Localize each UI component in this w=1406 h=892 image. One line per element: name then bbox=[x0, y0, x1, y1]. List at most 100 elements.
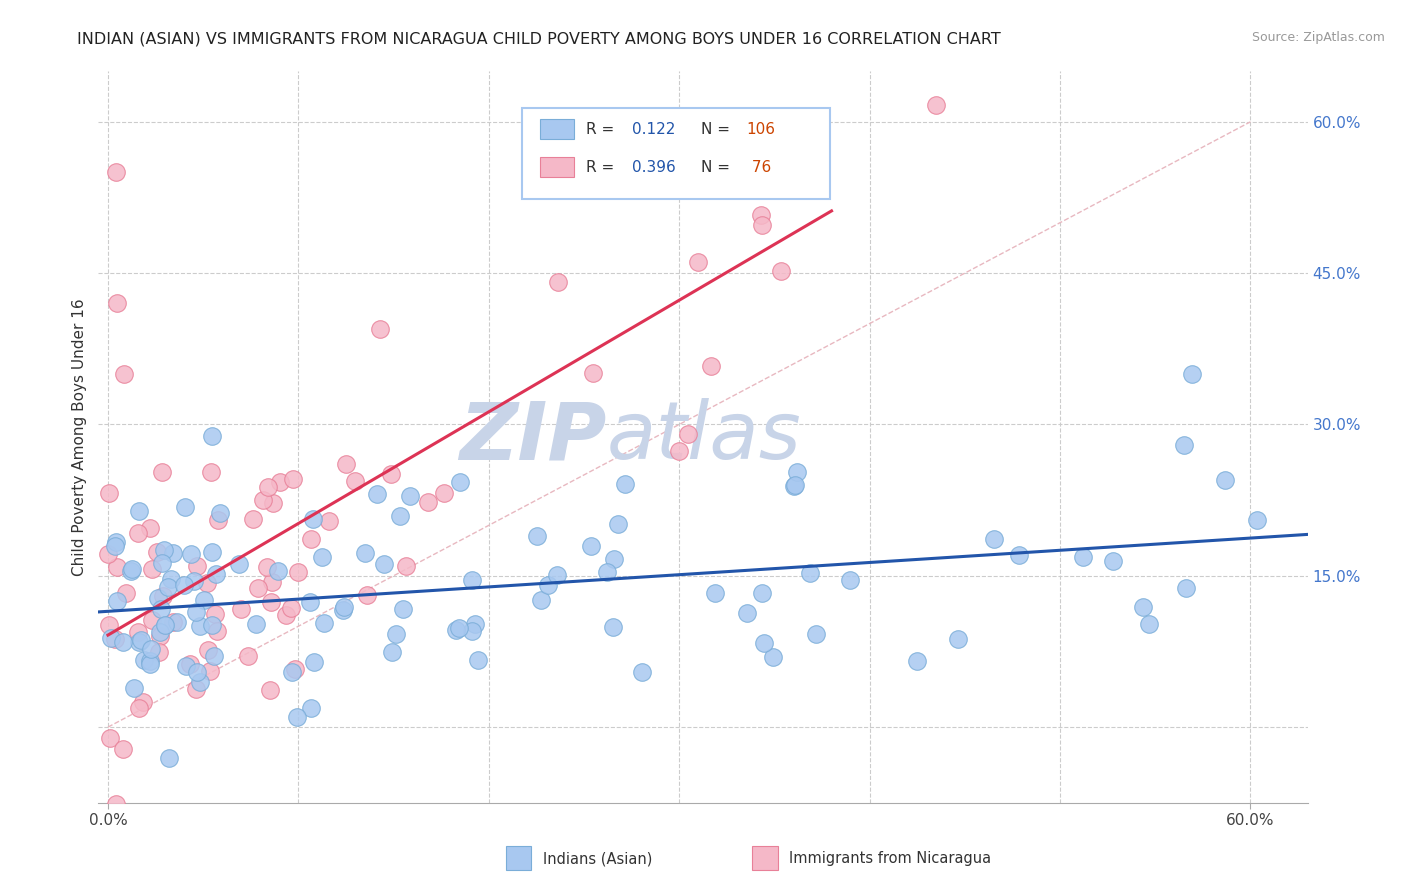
Text: N =: N = bbox=[700, 160, 734, 175]
Point bbox=[686, 255, 709, 269]
Point bbox=[152, 556, 174, 570]
Point bbox=[228, 558, 250, 572]
Point bbox=[302, 656, 325, 670]
Point bbox=[983, 533, 1005, 547]
Point bbox=[127, 526, 149, 541]
Point bbox=[201, 429, 224, 443]
Point bbox=[145, 545, 167, 559]
Point bbox=[166, 615, 188, 629]
Point bbox=[285, 710, 308, 724]
Y-axis label: Child Poverty Among Boys Under 16: Child Poverty Among Boys Under 16 bbox=[72, 298, 87, 576]
Point bbox=[112, 367, 135, 381]
Point bbox=[1071, 550, 1094, 565]
Point bbox=[162, 546, 184, 560]
Point bbox=[231, 602, 253, 616]
Point bbox=[1174, 581, 1197, 595]
Point bbox=[299, 532, 322, 546]
Point bbox=[201, 545, 224, 559]
Point bbox=[785, 477, 807, 491]
Point bbox=[180, 547, 202, 561]
Point bbox=[97, 547, 120, 561]
Point bbox=[896, 18, 918, 32]
Point bbox=[399, 489, 422, 503]
Point bbox=[141, 562, 163, 576]
Text: atlas: atlas bbox=[606, 398, 801, 476]
Point bbox=[546, 568, 568, 582]
Point bbox=[256, 559, 278, 574]
Point bbox=[159, 751, 181, 765]
Point bbox=[381, 645, 404, 659]
Point bbox=[153, 618, 176, 632]
Point bbox=[120, 564, 142, 578]
Point bbox=[389, 508, 412, 523]
Point bbox=[449, 475, 471, 490]
Text: R =: R = bbox=[586, 160, 619, 175]
Point bbox=[547, 275, 569, 289]
Text: INDIAN (ASIAN) VS IMMIGRANTS FROM NICARAGUA CHILD POVERTY AMONG BOYS UNDER 16 CO: INDIAN (ASIAN) VS IMMIGRANTS FROM NICARA… bbox=[77, 31, 1001, 46]
Point bbox=[905, 654, 928, 668]
Point bbox=[246, 581, 269, 595]
Point bbox=[281, 472, 304, 486]
Point bbox=[467, 652, 489, 666]
Point bbox=[299, 700, 322, 714]
Point bbox=[156, 580, 179, 594]
Point bbox=[762, 649, 785, 664]
Point bbox=[148, 645, 170, 659]
Point bbox=[97, 618, 120, 632]
Point bbox=[186, 665, 208, 679]
Point bbox=[353, 546, 375, 560]
Point bbox=[366, 487, 388, 501]
FancyBboxPatch shape bbox=[522, 108, 830, 200]
Point bbox=[318, 515, 340, 529]
Point bbox=[173, 500, 195, 515]
Point bbox=[111, 742, 134, 756]
Point bbox=[751, 219, 773, 233]
Point bbox=[105, 560, 128, 574]
Point bbox=[112, 635, 135, 649]
Text: Indians (Asian): Indians (Asian) bbox=[543, 852, 652, 866]
Point bbox=[183, 574, 205, 589]
Text: 0.396: 0.396 bbox=[631, 160, 675, 175]
Point bbox=[1132, 600, 1154, 615]
Point bbox=[925, 98, 948, 112]
Point bbox=[1181, 367, 1204, 381]
Point bbox=[298, 595, 321, 609]
Point bbox=[284, 661, 307, 675]
Point bbox=[207, 513, 229, 527]
Point bbox=[121, 562, 143, 576]
Point bbox=[152, 589, 174, 603]
Point bbox=[799, 566, 821, 580]
Point bbox=[311, 549, 333, 564]
Point bbox=[751, 586, 773, 600]
Point bbox=[205, 566, 228, 581]
Point bbox=[153, 618, 176, 632]
Point bbox=[526, 529, 548, 543]
Point bbox=[613, 476, 636, 491]
Point bbox=[128, 503, 150, 517]
Point bbox=[128, 701, 150, 715]
Point bbox=[804, 627, 827, 641]
Point bbox=[103, 632, 125, 646]
Point bbox=[201, 617, 224, 632]
Point bbox=[752, 636, 775, 650]
Point bbox=[193, 593, 215, 607]
Point bbox=[159, 572, 181, 586]
Point bbox=[946, 632, 969, 646]
Point bbox=[368, 322, 391, 336]
Point bbox=[153, 542, 176, 557]
Point bbox=[395, 558, 418, 573]
Point bbox=[202, 649, 225, 664]
Point bbox=[139, 521, 162, 535]
Point bbox=[104, 539, 127, 553]
Point bbox=[141, 613, 163, 627]
Point bbox=[416, 495, 439, 509]
Point bbox=[259, 683, 281, 698]
Point bbox=[105, 296, 128, 310]
Point bbox=[461, 573, 484, 587]
Point bbox=[735, 606, 758, 620]
Point bbox=[280, 601, 302, 615]
Point bbox=[276, 607, 298, 622]
Point bbox=[98, 485, 121, 500]
Text: 106: 106 bbox=[747, 121, 776, 136]
Point bbox=[188, 675, 211, 690]
